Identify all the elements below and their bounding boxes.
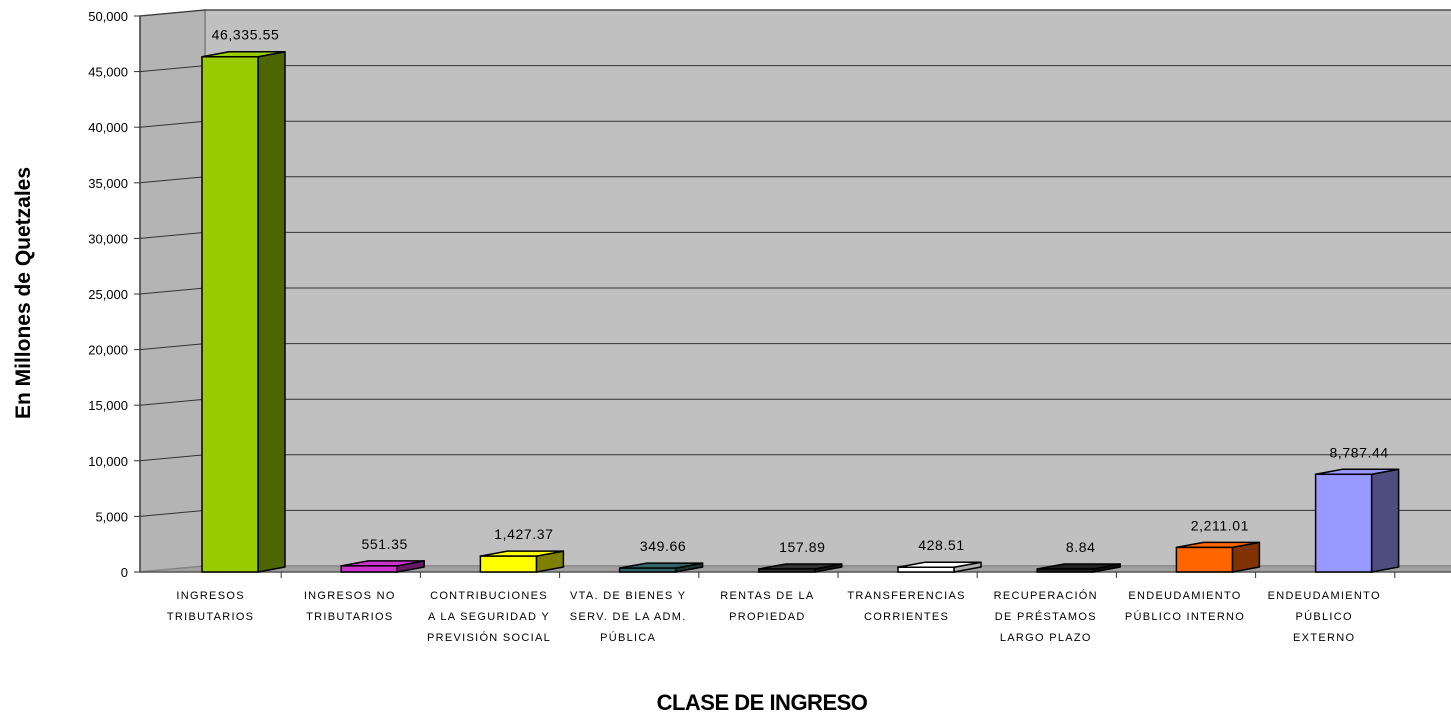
bar: [1036, 568, 1094, 573]
y-tick-label: 15,000: [88, 398, 128, 413]
data-label: 349.66: [640, 538, 686, 554]
data-label: 1,427.37: [494, 526, 553, 542]
category-label: INGRESOS: [176, 590, 244, 602]
y-axis: 0 5,000 10,000 15,000 20,000 25,000 30,000 35,0…: [88, 9, 141, 580]
category-label: ENDEUDAMIENTO: [1268, 590, 1381, 602]
bar: [897, 566, 955, 573]
y-tick-label: 40,000: [88, 120, 128, 135]
bar: [479, 555, 538, 573]
category-label: ENDEUDAMIENTO: [1128, 590, 1241, 602]
category-label: PÚBLICA: [600, 631, 656, 644]
y-tick-label: 5,000: [95, 509, 128, 524]
category-label: SERV. DE LA ADM.: [570, 611, 687, 623]
category-label: RENTAS DE LA: [720, 590, 814, 602]
y-axis-title: En Millones de Quetzales: [12, 167, 35, 419]
bar: [201, 55, 259, 573]
gridline: [139, 9, 1451, 17]
bar: [1175, 546, 1234, 573]
category-label: INGRESOS NO: [304, 590, 396, 602]
bar: [618, 567, 677, 573]
category-label: VTA. DE BIENES Y: [570, 590, 686, 602]
category-label: TRIBUTARIOS: [306, 611, 393, 623]
bar: [758, 568, 816, 573]
bar: [1314, 473, 1373, 573]
data-labels: 46,335.55 551.35 1,427.37 349.66 157.89 428.5…: [212, 27, 1388, 555]
x-axis-title: CLASE DE INGRESO: [657, 690, 868, 715]
category-label: LARGO PLAZO: [1000, 632, 1092, 644]
y-tick-label: 35,000: [88, 176, 128, 191]
y-tick-label: 50,000: [88, 9, 128, 24]
y-tick-label: 0: [121, 565, 128, 580]
category-label: TRIBUTARIOS: [167, 611, 254, 623]
y-tick-label: 10,000: [88, 454, 128, 469]
data-label: 428.51: [918, 537, 964, 553]
category-label: PREVISIÓN SOCIAL: [427, 631, 551, 644]
category-label: TRANSFERENCIAS: [847, 590, 965, 602]
category-label: PÚBLICO: [1295, 610, 1352, 623]
x-axis: INGRESOS TRIBUTARIOS INGRESOS NO TRIBUTARIO…: [140, 571, 1451, 644]
y-tick-label: 45,000: [88, 65, 128, 80]
category-label: A LA SEGURIDAD Y: [428, 611, 550, 623]
data-label: 8.84: [1066, 539, 1096, 555]
category-label: PROPIEDAD: [729, 611, 806, 623]
y-tick-label: 25,000: [88, 287, 128, 302]
category-label: PÚBLICO INTERNO: [1125, 610, 1245, 623]
data-label: 551.35: [361, 536, 407, 552]
category-label: EXTERNO: [1293, 632, 1355, 644]
data-label: 2,211.01: [1191, 517, 1249, 533]
category-label: DE PRÉSTAMOS: [995, 610, 1097, 623]
category-label: RECUPERACIÓN: [994, 589, 1098, 602]
bar: [340, 565, 398, 573]
bar-side: [1370, 468, 1400, 573]
bar-side: [257, 50, 286, 573]
plot-area: [139, 9, 1451, 573]
data-label: 157.89: [779, 539, 825, 555]
category-label: CORRIENTES: [864, 611, 949, 623]
bars: [201, 50, 1400, 573]
y-tick-label: 30,000: [88, 231, 128, 246]
y-tick-label: 20,000: [88, 343, 128, 358]
data-label: 8,787.44: [1329, 444, 1388, 460]
data-label: 46,335.55: [212, 27, 280, 43]
category-label: CONTRIBUCIONES: [430, 590, 548, 602]
